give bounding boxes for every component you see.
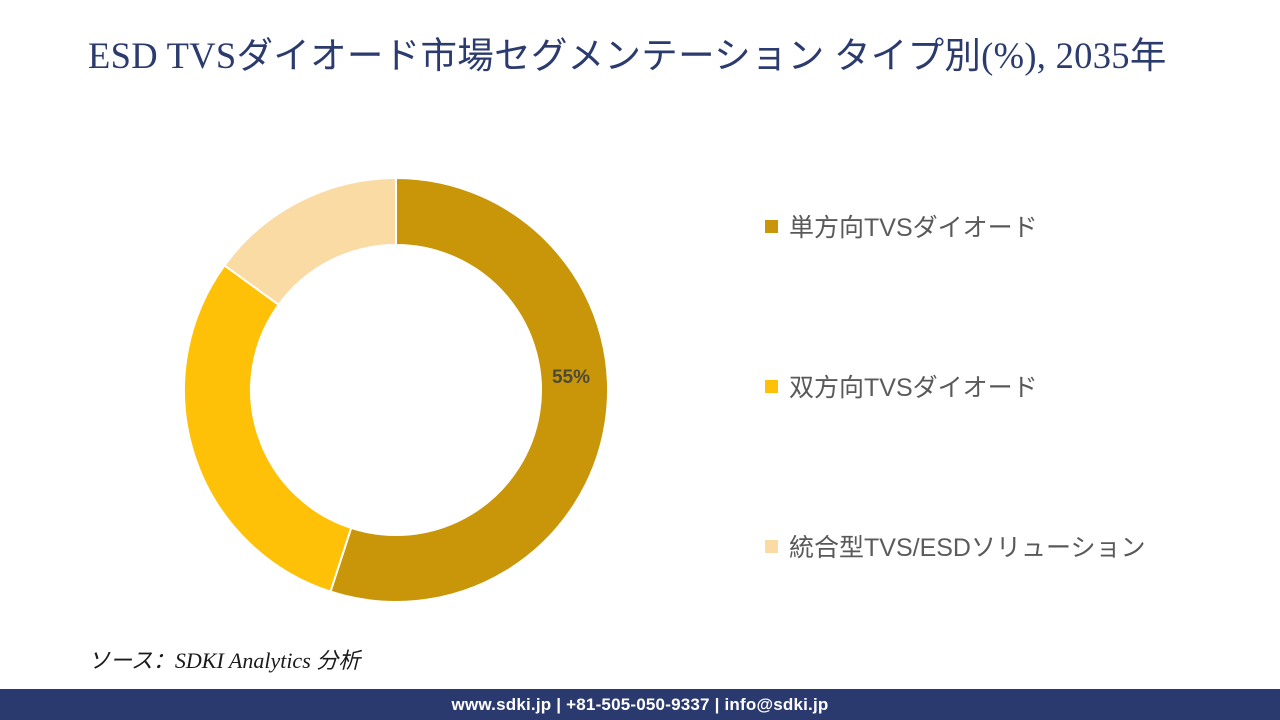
svg-text:55%: 55%: [552, 367, 590, 388]
